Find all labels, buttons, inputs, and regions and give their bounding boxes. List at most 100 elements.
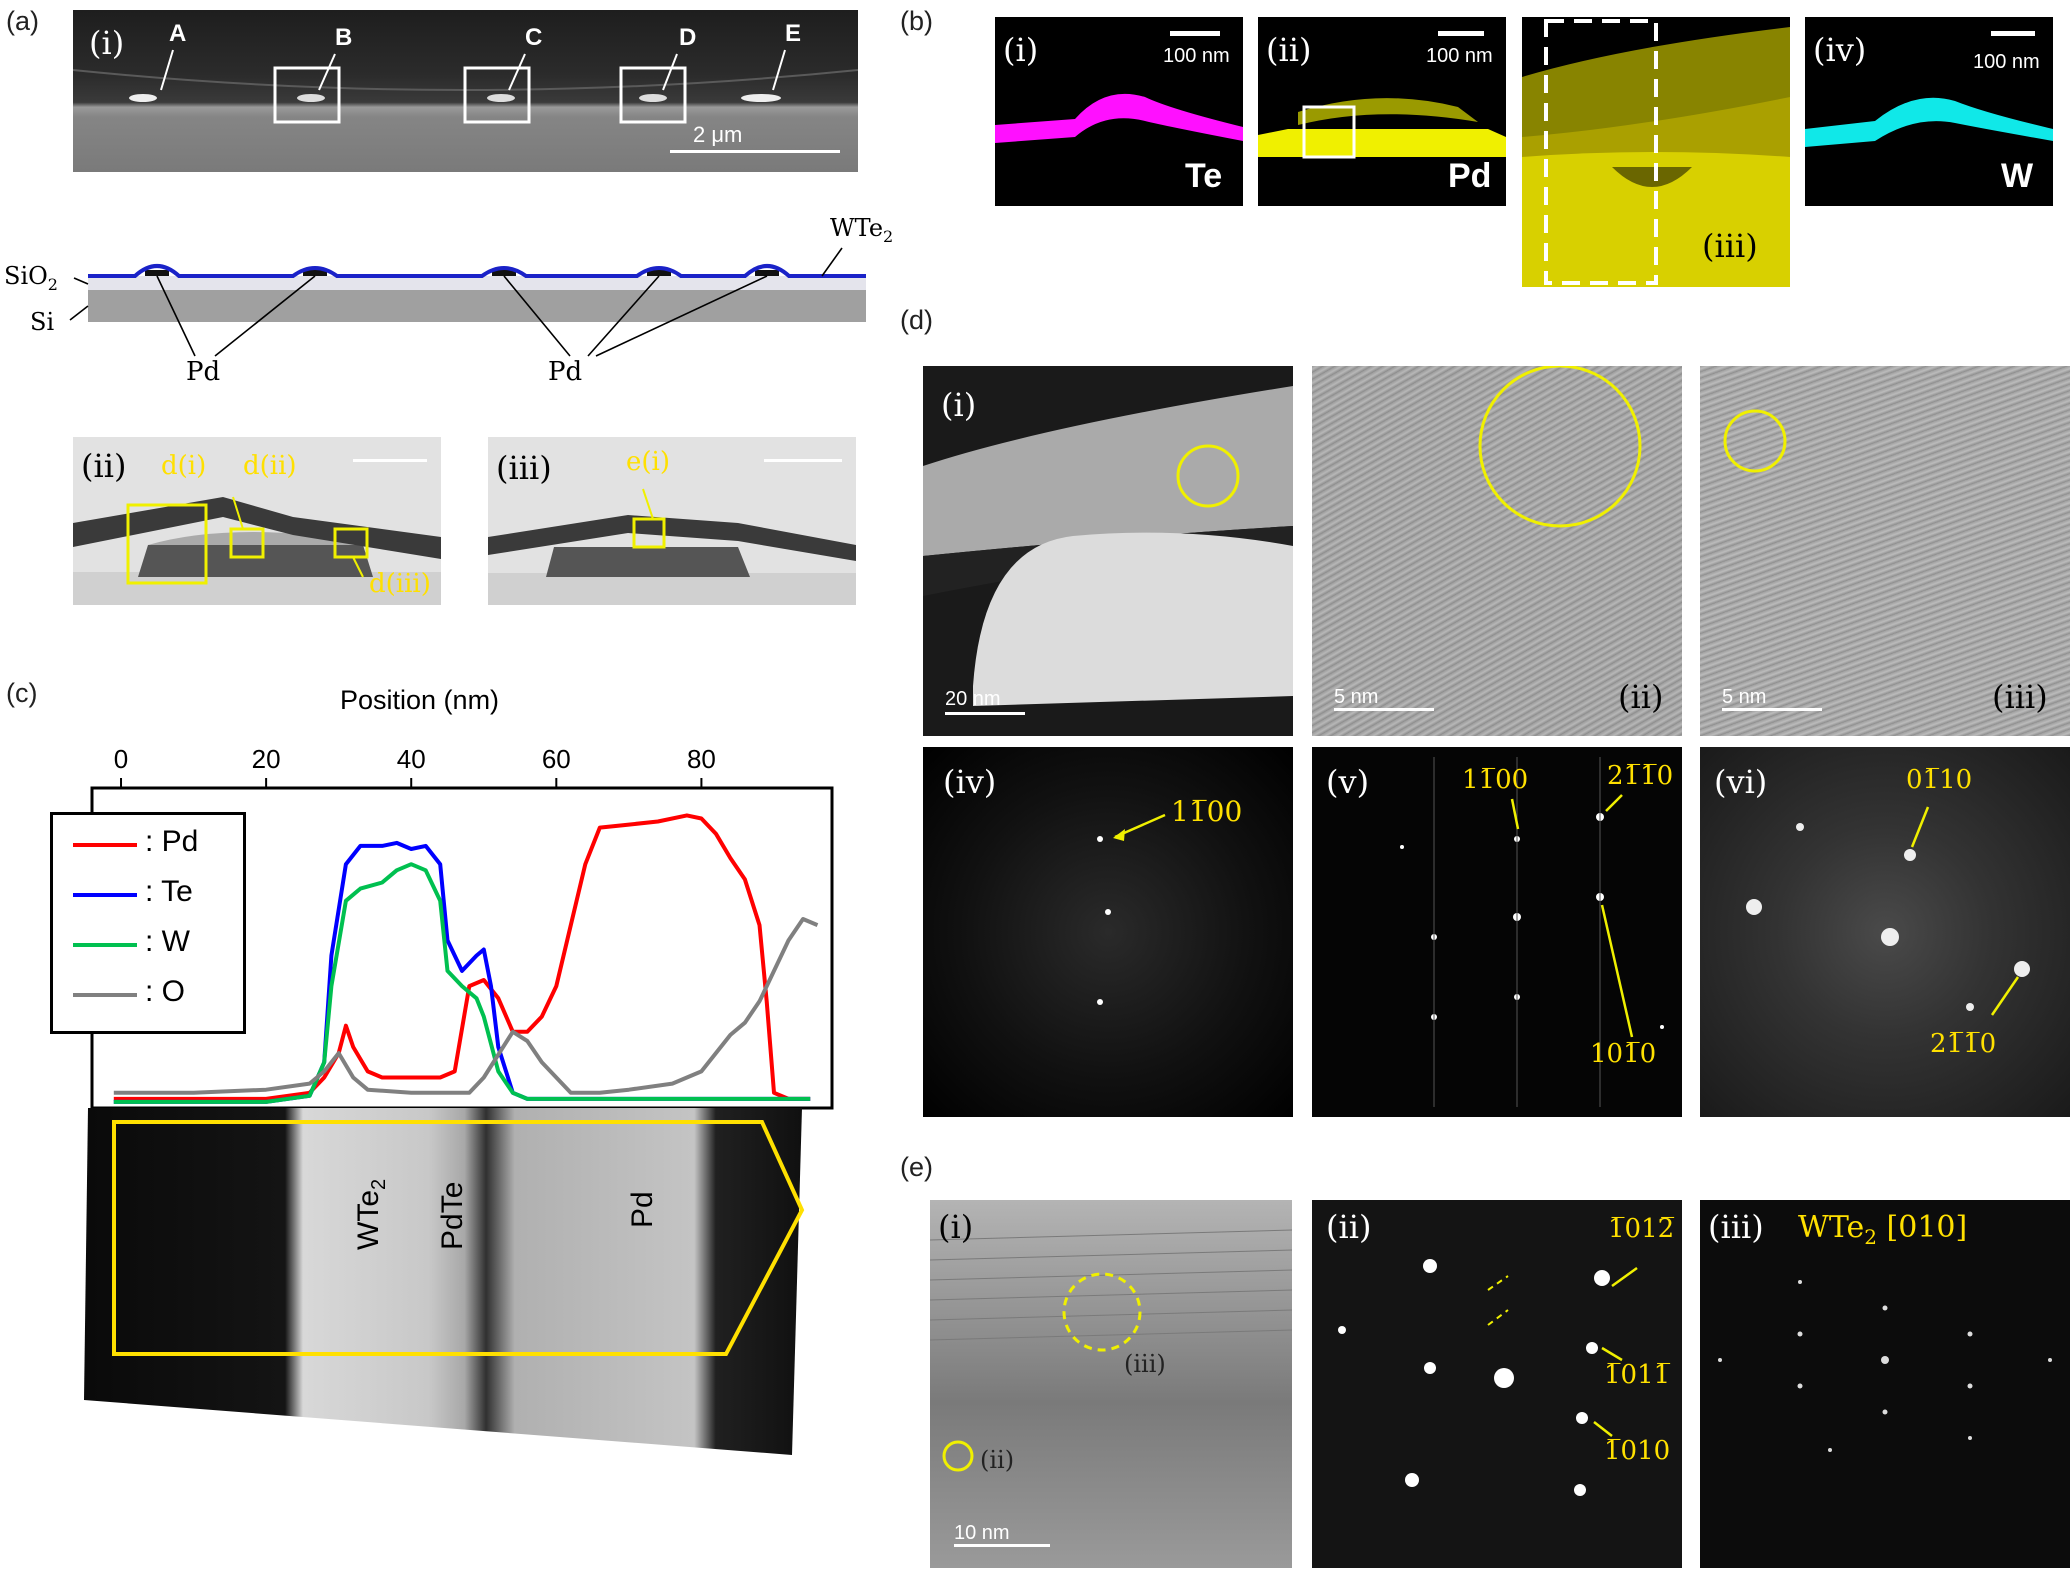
x-tick-label: 0: [114, 744, 128, 774]
fft-e-iii-title: WTe2 [010]: [1798, 1210, 1968, 1249]
hrtem-d-ii-scale-label: 5 nm: [1334, 686, 1379, 708]
eds-te-overlay: [995, 93, 1243, 143]
eds-pd-scale-bar: [1438, 31, 1484, 36]
roman-ii-label-d: (ii): [1618, 678, 1664, 716]
hrtem-e-i-scale-bar: [954, 1544, 1050, 1547]
legend-entry-te: : Te: [63, 875, 243, 915]
roman-iii-label-d: (iii): [1992, 678, 2048, 716]
eds-te-scale-label: 100 nm: [1163, 45, 1230, 67]
tem-iii-image: (iii) e(i): [488, 437, 856, 605]
schematic-sio2-label: SiO2: [4, 262, 58, 294]
fft-e-ii-overlay: [1338, 1259, 1638, 1496]
roman-vi-label-d: (vi): [1714, 763, 1768, 801]
fft-d-iv-spot-label: 11̅00: [1171, 795, 1243, 828]
legend-swatch-o: [73, 993, 137, 997]
stem-region-wte2: WTe2: [352, 1178, 390, 1250]
fft-d-v-label-a: 11̅00: [1462, 765, 1529, 795]
hrtem-d-ii-scale-bar: [1334, 708, 1434, 711]
hrtem-e-i: (i) (iii) (ii) 10 nm: [930, 1200, 1292, 1568]
eds-te-element: Te: [1185, 157, 1223, 195]
fft-d-v: (v) 11̅00 21̅1̅0 101̅0: [1312, 747, 1682, 1117]
eds-w-scale-bar: [1991, 31, 2035, 36]
eds-w-element: W: [2001, 157, 2034, 195]
roman-iv-label-b: (iv): [1813, 31, 1867, 69]
eds-map-te: (i) 100 nm Te: [995, 17, 1243, 206]
panel-label-d: (d): [900, 305, 933, 335]
legend-entry-pd: : Pd: [63, 825, 243, 865]
roman-i-label-d: (i): [941, 386, 977, 424]
tem-iii-scale-bar: [764, 459, 842, 462]
sem-overlay: [73, 49, 858, 124]
sem-scale-label: 2 μm: [693, 122, 743, 147]
legend-label-te: : Te: [145, 875, 193, 908]
x-tick-label: 40: [397, 744, 426, 774]
eds-map-pd-zoom: (iii): [1522, 17, 1790, 287]
sem-scale-bar: [670, 150, 840, 153]
sem-letter-c: C: [525, 24, 543, 51]
fft-d-vi-label-a: 01̅10: [1906, 765, 1973, 795]
tem-iii-overlay: [488, 488, 856, 605]
fft-e-ii-label-b: 1̅011̅: [1604, 1360, 1671, 1390]
sem-image: (i) A B C D E 2 μm: [73, 10, 858, 172]
fft-e-ii-label-a: 1̅012̅: [1608, 1214, 1675, 1244]
eds-w-overlay: [1805, 97, 2053, 147]
panel-label-b: (b): [900, 6, 933, 36]
legend-label-o: : O: [145, 975, 186, 1008]
fft-d-vi: (vi) 01̅10 21̅1̅0: [1700, 747, 2070, 1117]
fft-d-vi-label-b: 21̅1̅0: [1930, 1029, 1997, 1059]
fft-d-v-label-c: 101̅0: [1590, 1039, 1657, 1069]
fft-d-iv: (iv) 11̅00: [923, 747, 1293, 1117]
chart-x-title: Position (nm): [340, 685, 500, 715]
tem-ii-image: (ii) d(i) d(ii) d(iii): [73, 437, 441, 605]
sem-letter-e: E: [785, 20, 802, 47]
tem-ii-scale-bar: [353, 459, 427, 462]
schematic-pd-right-label: Pd: [548, 357, 583, 387]
legend-label-pd: : Pd: [145, 825, 199, 858]
x-tick-label: 20: [252, 744, 281, 774]
fft-d-v-label-b: 21̅1̅0: [1607, 761, 1674, 791]
stem-line-image: [84, 1108, 805, 1455]
roman-v-label-d: (v): [1326, 763, 1370, 801]
eds-map-w: (iv) 100 nm W: [1805, 17, 2053, 206]
roman-iii-label-e: (iii): [1708, 1208, 1764, 1246]
stem-region-pd: Pd: [626, 1191, 659, 1228]
fft-d-v-overlay: [1400, 757, 1664, 1107]
fft-e-ii-label-c: 1̅010: [1604, 1436, 1671, 1466]
tem-ii-box-label-diii: d(iii): [369, 569, 431, 599]
line-profile-chart: 0 20 40 60 80: [90, 744, 834, 1110]
legend-swatch-te: [73, 893, 137, 897]
fft-e-iii-overlay: [1718, 1280, 2052, 1452]
sem-letter-a: A: [169, 20, 187, 47]
fft-e-ii: (ii) 1̅012̅ 1̅011̅ 1̅010: [1312, 1200, 1682, 1568]
hrtem-d-iii-scale-label: 5 nm: [1722, 686, 1767, 708]
chart-legend: : Pd : Te : W : O: [50, 812, 246, 1034]
eds-pd-element: Pd: [1448, 157, 1492, 195]
tem-ii-overlay: [73, 496, 441, 605]
x-tick-label: 60: [542, 744, 571, 774]
haadf-d-i-scale-label: 20 nm: [945, 688, 1001, 710]
legend-entry-w: : W: [63, 925, 243, 965]
fft-d-iv-overlay: [1097, 813, 1166, 1005]
legend-swatch-pd: [73, 843, 137, 847]
eds-map-pd: (ii) 100 nm Pd: [1258, 17, 1506, 206]
haadf-d-i: (i) 20 nm: [923, 366, 1293, 736]
roman-iii-label: (iii): [496, 449, 552, 487]
hrtem-d-ii: (ii) 5 nm: [1312, 366, 1682, 736]
roman-iii-label-b: (iii): [1702, 227, 1758, 265]
hrtem-e-i-sub-iii: (iii): [1124, 1350, 1166, 1378]
legend-label-w: : W: [145, 925, 190, 958]
haadf-d-i-scale-bar: [945, 712, 1025, 715]
roman-ii-label: (ii): [81, 447, 127, 485]
tem-iii-box-label-ei: e(i): [626, 447, 670, 477]
roman-iv-label-d: (iv): [943, 763, 997, 801]
hrtem-d-ii-overlay: [1478, 366, 1642, 528]
roman-ii-label-e: (ii): [1326, 1208, 1372, 1246]
series-line-pd: [113, 813, 811, 1101]
eds-zoom-overlay: [1522, 17, 1790, 287]
hrtem-e-i-sub-ii: (ii): [980, 1446, 1015, 1474]
fft-d-vi-overlay: [1746, 806, 2030, 1016]
panel-label-e: (e): [900, 1152, 933, 1182]
hrtem-e-i-overlay: [930, 1229, 1292, 1472]
roman-ii-label-b: (ii): [1266, 31, 1312, 69]
haadf-d-i-overlay: [923, 366, 1293, 736]
